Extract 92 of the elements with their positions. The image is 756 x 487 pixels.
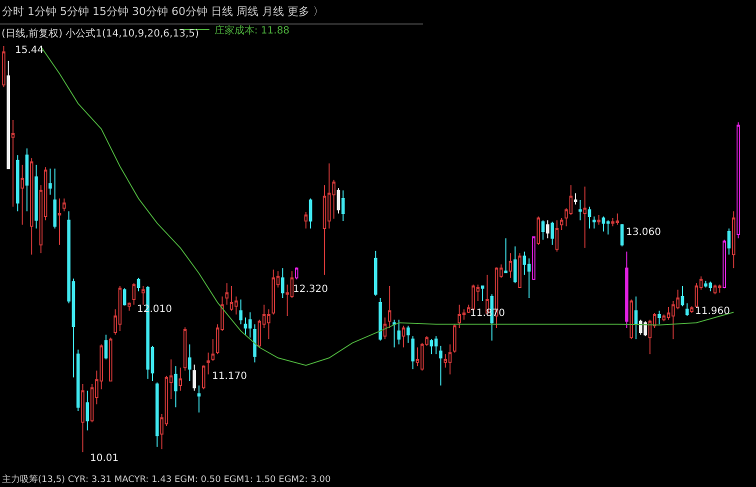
candlestick <box>388 286 392 328</box>
candlestick <box>16 154 20 212</box>
candlestick <box>81 384 84 453</box>
candlestick <box>574 192 578 206</box>
annotation: 11.960 <box>695 306 730 317</box>
candlestick <box>592 216 596 229</box>
candlestick <box>555 220 559 252</box>
candlestick <box>174 366 178 408</box>
candlestick <box>392 319 396 348</box>
candlestick <box>272 269 276 315</box>
candlestick <box>104 334 108 360</box>
annotation: 12.320 <box>293 284 328 295</box>
candlestick <box>602 216 606 232</box>
candlestick <box>156 382 159 448</box>
annotation: 11.170 <box>212 371 247 382</box>
candlestick <box>248 312 252 338</box>
annotation: 13.060 <box>626 227 661 238</box>
candlestick <box>58 198 62 246</box>
candlestick <box>625 251 628 328</box>
candlestick <box>453 324 456 354</box>
candlestick <box>202 364 206 390</box>
candlestick <box>225 282 229 306</box>
candlestick <box>620 223 624 247</box>
annotation: 15.44 <box>15 45 44 56</box>
candlestick <box>178 367 182 392</box>
candlestick <box>374 250 378 296</box>
candlestick <box>439 345 442 386</box>
candlestick <box>597 214 600 226</box>
text: 10.01 <box>90 453 119 464</box>
candlestick <box>448 344 452 375</box>
candlestick <box>378 298 382 342</box>
candlestick <box>578 200 582 221</box>
candlestick <box>513 246 517 284</box>
candlestick <box>518 252 522 288</box>
candlestick <box>20 164 24 226</box>
candlestick <box>86 390 90 431</box>
candlestick <box>383 316 387 340</box>
candlestick <box>686 302 689 316</box>
candlestick <box>336 188 340 214</box>
candlestick <box>508 252 512 278</box>
candlestick <box>560 217 564 230</box>
candlestick <box>658 310 661 325</box>
candlestick <box>304 212 308 229</box>
candlestick <box>53 168 56 229</box>
candlestick <box>253 324 256 363</box>
candlestick <box>25 148 29 212</box>
candlestick <box>430 338 434 355</box>
chart-title: (日线,前复权) 小公式1(14,10,9,20,6,13,5) <box>2 28 199 40</box>
candlestick <box>197 385 201 413</box>
candlestick <box>634 296 638 340</box>
candlestick <box>62 198 66 212</box>
candlestick <box>680 286 684 307</box>
candlestick <box>541 220 545 240</box>
candlestick <box>132 282 136 306</box>
candlestick <box>406 325 410 344</box>
candlestick <box>211 338 215 362</box>
candlestick <box>109 337 112 382</box>
candlestick <box>606 220 610 235</box>
candlestick <box>34 164 38 229</box>
candlestick <box>6 60 10 170</box>
candlestick <box>48 168 52 196</box>
candlestick <box>397 319 401 345</box>
text: 主力吸筹(13,5) CYR: 3.31 MACYR: 1.43 EGM: 0.50 EGM1: 1.50 EGM2: 3.00 <box>2 474 331 485</box>
candlestick <box>281 268 284 299</box>
candlestick <box>76 349 80 412</box>
text: 分时 1分钟 5分钟 15分钟 30分钟 60分钟 日线 周线 月线 更多 〉 <box>2 5 324 18</box>
candlestick <box>142 286 145 306</box>
candlestick <box>690 306 694 314</box>
candlestick <box>136 277 140 292</box>
candlestick <box>583 186 586 248</box>
candlestick <box>546 220 550 239</box>
candlestick <box>550 221 554 246</box>
candlestick <box>504 238 508 274</box>
candlestick <box>11 120 15 208</box>
candlestick <box>122 288 126 306</box>
candlestick <box>341 190 345 222</box>
candlestick <box>411 336 414 370</box>
candlestick <box>402 325 406 348</box>
candlestick <box>480 286 484 302</box>
candlestick <box>630 299 633 340</box>
candlestick <box>183 326 187 372</box>
candlestick <box>434 336 438 355</box>
candlestick <box>128 302 131 312</box>
candlestick <box>188 344 192 382</box>
candlestick <box>30 158 34 256</box>
legend-label: 庄家成本: 11.88 <box>214 24 290 36</box>
candlestick <box>588 206 592 229</box>
candlestick <box>239 299 242 325</box>
candlestick <box>727 228 731 256</box>
candlestick <box>206 352 210 375</box>
candlestick <box>308 198 312 229</box>
candlestick <box>192 364 196 392</box>
